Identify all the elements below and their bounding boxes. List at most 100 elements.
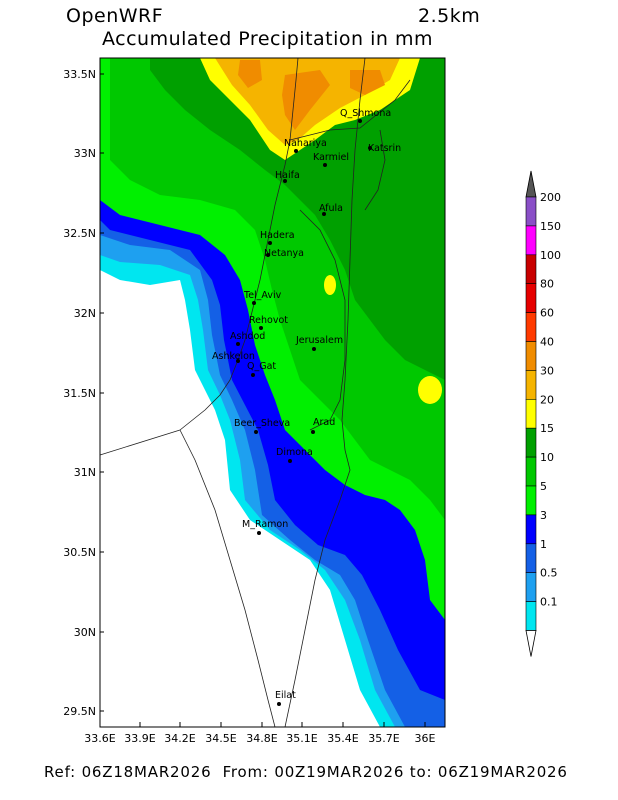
model-name: OpenWRF [66, 5, 164, 27]
city-marker: Katsrin [368, 143, 401, 154]
lon-tick-label: 33.9E [124, 732, 155, 745]
city-label: M_Ramon [242, 519, 288, 530]
cities: Q_Shmona Nahariya Karmiel Katsrin Haifa … [212, 108, 401, 706]
colorbar-swatch [525, 601, 537, 631]
colorbar-level-label: 0.5 [540, 567, 558, 580]
colorbar-top-arrow [525, 170, 537, 198]
lat-tick-label: 32N [74, 307, 96, 320]
city-label: Afula [319, 203, 343, 214]
city-marker: Afula [319, 203, 343, 216]
lat-tick-label: 30N [74, 626, 96, 639]
golan-border [364, 129, 386, 211]
city-label: Haifa [275, 170, 300, 181]
lat-tick-label: 33.5N [63, 68, 96, 81]
jordan-border [284, 57, 366, 728]
city-marker: Q_Gat [247, 361, 276, 377]
colorbar-level-label: 15 [540, 422, 554, 435]
city-marker: Hadera [260, 230, 295, 245]
sinai-border [99, 429, 181, 456]
lon-tick-label: 34.8E [246, 732, 277, 745]
to-label: to: [409, 763, 433, 781]
city-label: Rehovot [249, 315, 288, 326]
lon-tick-label: 35.7E [368, 732, 399, 745]
egypt-israel-border [179, 429, 276, 728]
colorbar-swatch [525, 398, 537, 429]
city-label: Hadera [260, 230, 295, 241]
city-marker: Arad [311, 417, 335, 434]
lat-tick-label: 29.5N [63, 705, 96, 718]
city-label: Arad [313, 417, 335, 428]
colorbar-level-label: 30 [540, 364, 554, 377]
ref-time: 06Z18MAR2026 [81, 763, 212, 781]
city-label: Jerusalem [295, 335, 343, 346]
lon-tick-label: 36E [415, 732, 436, 745]
colorbar-level-label: 60 [540, 307, 554, 320]
ref-label: Ref: [44, 763, 76, 781]
city-marker: M_Ramon [242, 519, 288, 535]
lat-tick-label: 32.5N [63, 227, 96, 240]
city-marker: Karmiel [313, 152, 349, 167]
colorbar-swatch [525, 225, 537, 256]
colorbar-swatch [525, 283, 537, 313]
city-marker: Jerusalem [295, 335, 343, 351]
colorbar-swatch [525, 370, 537, 400]
city-marker: Ashkelon [212, 351, 255, 363]
resolution-label: 2.5km [418, 5, 481, 27]
city-marker: Dimona [276, 447, 313, 463]
city-label: Tel_Aviv [243, 290, 282, 301]
city-label: Netanya [264, 248, 304, 259]
city-label: Eilat [275, 690, 296, 701]
city-label: Q_Shmona [340, 108, 391, 119]
lon-tick-label: 35.4E [327, 732, 358, 745]
lon-tick-label: 33.6E [84, 732, 115, 745]
borders [99, 57, 411, 728]
north-border [289, 79, 411, 141]
time-reference: Ref: 06Z18MAR2026 From: 00Z19MAR2026 to:… [44, 763, 568, 781]
city-marker: Nahariya [284, 138, 327, 153]
lat-tick-label: 31.5N [63, 387, 96, 400]
precip-20-patch [324, 275, 336, 295]
lon-tick-label: 35.1E [286, 732, 317, 745]
city-marker: Beer_Sheva [234, 418, 290, 434]
colorbar-level-label: 0.1 [540, 596, 558, 609]
city-label: Beer_Sheva [234, 418, 290, 429]
colorbar-swatch [525, 485, 537, 516]
city-label: Dimona [276, 447, 313, 458]
colorbar-level-label: 100 [540, 249, 561, 262]
colorbar-swatch [525, 196, 537, 227]
city-marker: Tel_Aviv [243, 290, 282, 305]
latitude-axis: 33.5N 33N 32.5N 32N 31.5N 31N 30.5N 30N 29.5N [63, 68, 104, 718]
colorbar-swatch [525, 341, 537, 371]
colorbar-level-label: 150 [540, 220, 561, 233]
city-marker: Eilat [275, 690, 296, 706]
city-marker: Netanya [264, 248, 304, 259]
colorbar-swatch [525, 514, 537, 545]
lat-tick-label: 30.5N [63, 546, 96, 559]
city-marker: Haifa [275, 170, 300, 183]
from-time: 00Z19MAR2026 [274, 763, 405, 781]
colorbar-swatch [525, 312, 537, 342]
map-title: Accumulated Precipitation in mm [102, 28, 433, 50]
city-label: Nahariya [284, 138, 327, 149]
colorbar-swatch [525, 456, 537, 487]
colorbar-level-label: 200 [540, 191, 561, 204]
lat-tick-label: 33N [74, 147, 96, 160]
colorbar-swatch [525, 427, 537, 458]
city-marker: Ashdod [230, 331, 265, 346]
longitude-axis: 33.6E 33.9E 34.2E 34.5E 34.8E 35.1E 35.4E 35.7E… [84, 722, 436, 745]
city-label: Katsrin [368, 143, 401, 154]
city-marker: Q_Shmona [340, 108, 391, 123]
colorbar-swatch [525, 572, 537, 602]
colorbar-level-label: 10 [540, 451, 554, 464]
city-label: Karmiel [313, 152, 349, 163]
precip-20-patch [418, 376, 442, 404]
colorbar-level-label: 40 [540, 336, 554, 349]
precip-40-region [238, 60, 385, 130]
precipitation-field [100, 58, 445, 727]
city-label: Ashdod [230, 331, 265, 342]
colorbar-level-label: 5 [540, 480, 547, 493]
colorbar-bottom-arrow [525, 630, 537, 657]
lon-tick-label: 34.2E [164, 732, 195, 745]
precip-15-region [150, 58, 445, 380]
